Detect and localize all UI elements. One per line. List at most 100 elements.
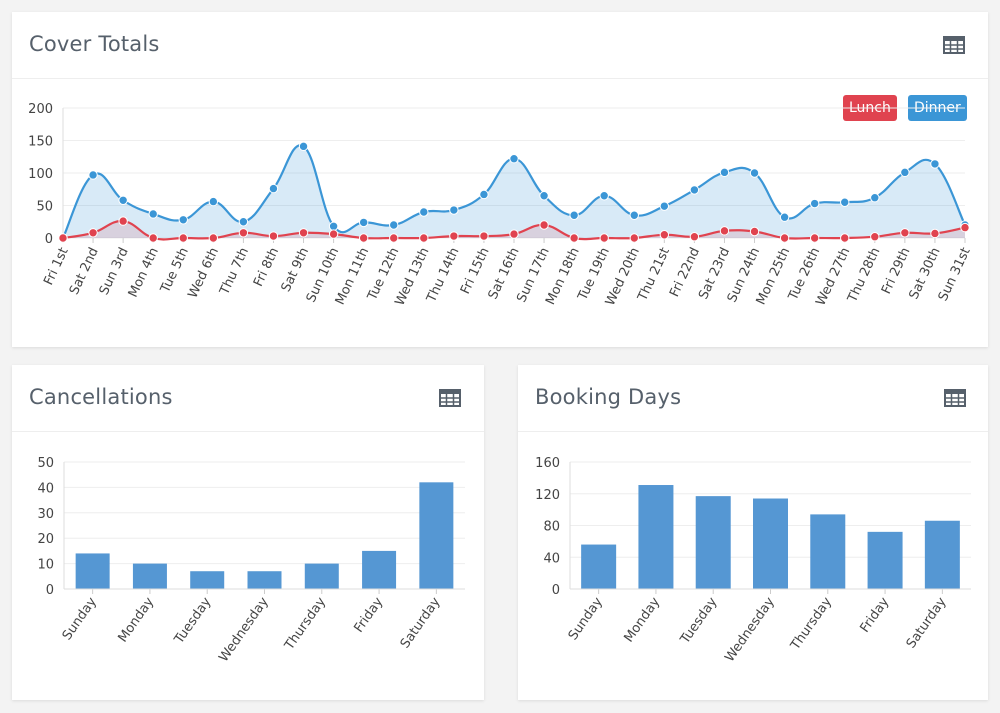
dinner-point <box>930 159 940 169</box>
bar <box>362 550 397 589</box>
lunch-point <box>118 216 128 226</box>
x-tick-label: Fri 8th <box>251 245 282 289</box>
bar <box>867 531 903 589</box>
dinner-point <box>809 198 820 209</box>
bar <box>75 553 110 589</box>
x-tick-label: Thu 7th <box>217 245 252 298</box>
lunch-point <box>268 231 279 241</box>
bar <box>581 544 617 589</box>
y-tick-label: 30 <box>37 507 54 522</box>
x-tick-label: Sat 2nd <box>67 245 102 297</box>
y-tick-label: 0 <box>45 232 53 247</box>
dinner-point <box>900 167 910 178</box>
dinner-point <box>208 196 219 207</box>
bar <box>132 563 167 589</box>
y-tick-label: 20 <box>37 532 54 547</box>
x-tick-label: Sunday <box>566 594 606 643</box>
dinner-point <box>659 201 670 211</box>
booking-days-header: Booking Days <box>518 365 988 432</box>
bar <box>247 571 282 589</box>
lunch-point <box>569 233 579 243</box>
x-tick-label: Tuesday <box>677 594 720 647</box>
lunch-point <box>900 228 910 238</box>
y-tick-label: 40 <box>37 481 54 496</box>
dinner-point <box>358 217 369 228</box>
bar <box>810 514 846 589</box>
cancellations-chart: 0 10 20 30 40 50 Sunday Monday Tuesday Wednesday T… <box>37 456 465 665</box>
x-tick-label: Friday <box>857 594 892 635</box>
y-tick-label: 160 <box>535 456 560 471</box>
x-tick-label: Fri 29th <box>879 245 914 296</box>
dinner-point <box>870 193 880 203</box>
y-tick-label: 100 <box>28 167 53 182</box>
y-tick-label: 50 <box>37 456 54 471</box>
lunch-point <box>208 233 219 243</box>
dinner-point <box>719 167 730 178</box>
lunch-point <box>479 231 489 241</box>
lunch-point <box>719 226 730 236</box>
x-tick-label: Sat 9th <box>279 245 312 294</box>
lunch-point <box>749 226 760 237</box>
y-tick-label: 0 <box>46 583 54 598</box>
dinner-point <box>419 207 429 217</box>
x-tick-label: Thursday <box>282 594 330 653</box>
table-icon[interactable] <box>943 36 965 54</box>
x-tick-label: Fri 15th <box>458 245 493 296</box>
booking-days-card: Booking Days 0 40 80 120 160 Sunday Monday Tues… <box>518 365 988 700</box>
y-tick-label: 80 <box>543 520 560 535</box>
x-tick-label: Sunday <box>60 594 100 643</box>
y-tick-label: 120 <box>535 488 560 503</box>
bar <box>304 563 339 589</box>
bar <box>753 498 788 589</box>
dinner-point <box>328 221 339 232</box>
dinner-point <box>298 141 309 152</box>
lunch-point <box>930 228 940 239</box>
x-tick-label: Fri 1st <box>41 245 71 287</box>
dinner-point <box>88 170 98 180</box>
cancellations-title: Cancellations <box>29 385 173 409</box>
lunch-point <box>809 233 820 243</box>
dinner-point <box>118 195 128 206</box>
bar <box>419 482 454 589</box>
table-icon[interactable] <box>439 389 461 407</box>
dinner-point <box>779 212 790 222</box>
lunch-point <box>599 233 609 243</box>
lunch-point <box>659 230 670 240</box>
booking-days-chart: 0 40 80 120 160 Sunday Monday Tuesday Wednesday T… <box>535 456 971 665</box>
lunch-point <box>298 228 309 238</box>
dinner-point <box>629 210 639 220</box>
lunch-point <box>689 232 700 242</box>
x-tick-label: Mon 4th <box>126 245 162 300</box>
lunch-point <box>960 222 970 233</box>
lunch-point <box>419 233 429 243</box>
lunch-point <box>238 228 249 238</box>
x-tick-label: Saturday <box>904 594 950 651</box>
x-tick-label: Wednesday <box>722 594 778 665</box>
cover-totals-header: Cover Totals <box>12 12 988 79</box>
y-tick-label: 50 <box>36 200 53 215</box>
dinner-point <box>389 220 399 230</box>
lunch-point <box>178 233 188 243</box>
cancellations-card: Cancellations 0 10 20 30 40 50 Sunday Monday Tue… <box>12 365 484 700</box>
y-tick-label: 150 <box>28 135 53 150</box>
y-tick-label: 40 <box>543 551 560 566</box>
y-tick-label: 10 <box>37 558 54 573</box>
lunch-point <box>328 229 339 239</box>
dinner-point <box>509 154 519 164</box>
dinner-point <box>840 197 850 207</box>
lunch-point <box>629 233 639 243</box>
y-tick-label: 0 <box>552 583 560 598</box>
lunch-point <box>449 231 459 241</box>
table-icon[interactable] <box>944 389 966 407</box>
dinner-point <box>449 205 459 215</box>
lunch-point <box>779 233 790 243</box>
cover-totals-card: Cover Totals Lunch Dinner 0 50 100 150 200 Fr… <box>12 12 988 347</box>
dinner-point <box>569 210 579 220</box>
lunch-point <box>840 233 850 243</box>
x-tick-label: Saturday <box>398 594 444 651</box>
dinner-point <box>268 183 279 194</box>
x-tick-label: Wednesday <box>216 594 272 665</box>
dinner-point <box>539 191 549 201</box>
dinner-point <box>749 168 760 178</box>
